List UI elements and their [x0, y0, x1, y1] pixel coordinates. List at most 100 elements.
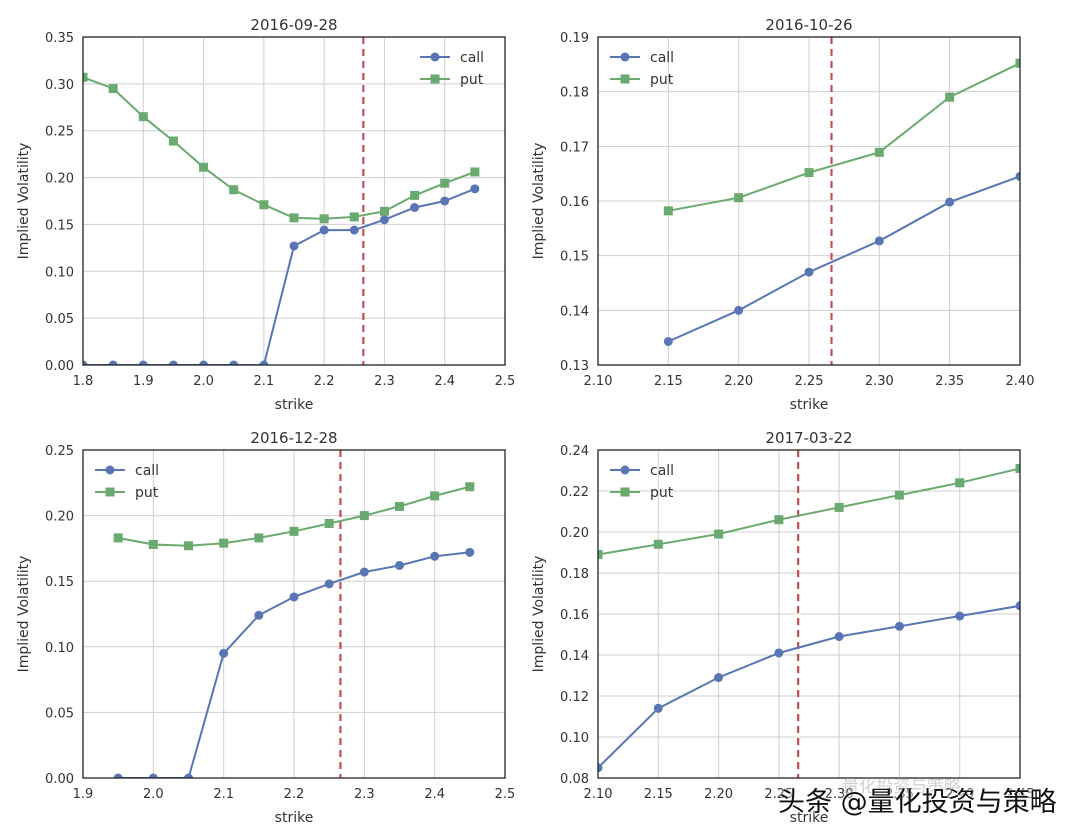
x-tick-label: 2.15 [644, 787, 673, 802]
legend-marker [620, 74, 630, 84]
x-tick-label: 2.2 [314, 374, 335, 389]
data-point-put [653, 539, 663, 549]
series-line-put [598, 467, 1020, 556]
y-tick-label: 0.14 [560, 304, 589, 319]
data-point-put [774, 515, 784, 525]
legend: call put [610, 463, 674, 501]
y-tick-label: 0.20 [45, 510, 74, 525]
data-point-put [138, 112, 148, 122]
data-point-put [894, 490, 904, 500]
chart-title: 2016-12-28 [250, 429, 337, 447]
data-point-put [874, 147, 884, 157]
plot-frame [597, 449, 1021, 779]
x-tick-label: 2.25 [764, 787, 793, 802]
chart-2: 2.10 2.15 2.20 2.25 2.30 2.35 2.40 0.13 0.14 0.15… [531, 16, 1034, 413]
y-tick-label: 0.35 [45, 31, 74, 46]
data-point-put [955, 478, 965, 488]
data-point-put [410, 190, 420, 200]
data-point-call [714, 673, 724, 683]
data-point-call [1015, 171, 1020, 181]
x-tick-label: 2.10 [584, 787, 613, 802]
legend: call put [610, 50, 674, 88]
x-tick-label: 1.9 [73, 787, 94, 802]
x-tick-label: 2.35 [935, 374, 964, 389]
data-point-put [734, 193, 744, 203]
x-tick-label: 2.4 [424, 787, 445, 802]
data-point-put [108, 84, 118, 94]
series-call [663, 171, 1020, 346]
y-tick-label: 0.15 [560, 250, 589, 265]
data-point-call [955, 611, 965, 621]
data-point-put [598, 550, 603, 560]
watermark-faint: 量化投资与策略 [842, 777, 961, 797]
legend-label: put [460, 72, 484, 88]
legend-marker [620, 487, 630, 497]
x-tick-label: 2.3 [354, 787, 375, 802]
y-tick-label: 0.18 [560, 86, 589, 101]
data-point-call [113, 773, 123, 778]
data-point-call [1015, 601, 1020, 611]
data-point-call [774, 648, 784, 658]
data-point-put [184, 541, 193, 551]
data-point-call [465, 547, 475, 557]
y-tick-label: 0.13 [560, 359, 589, 374]
data-point-put [945, 92, 955, 102]
x-axis-label: strike [275, 397, 314, 413]
data-point-call [349, 225, 359, 235]
data-point-call [184, 773, 193, 778]
data-point-put [229, 185, 239, 195]
data-point-put [379, 206, 389, 216]
series-call [83, 184, 480, 365]
chart-1: 1.8 1.9 2.0 2.1 2.2 2.3 2.4 2.5 0.00 0.05 0.10 0.15… [16, 16, 515, 413]
data-point-call [148, 773, 158, 778]
data-point-put [359, 511, 369, 521]
data-point-put [714, 529, 724, 539]
x-tick-label: 2.45 [1006, 787, 1035, 802]
data-point-call [894, 621, 904, 631]
series-line-call [667, 175, 1020, 343]
data-point-call [379, 215, 389, 225]
y-tick-label: 0.00 [45, 359, 74, 374]
y-tick-label: 0.18 [560, 567, 589, 582]
data-point-call [319, 225, 329, 235]
data-point-put [254, 533, 264, 543]
data-point-put [440, 178, 450, 188]
data-point-put [804, 168, 814, 178]
x-axis-label: strike [790, 397, 829, 413]
data-point-put [289, 526, 299, 536]
y-tick-label: 0.05 [45, 312, 74, 327]
x-axis-label: strike [790, 810, 829, 826]
data-point-call [199, 360, 209, 365]
legend-label: put [650, 72, 674, 88]
data-point-call [289, 592, 299, 602]
chart-4: 2.10 2.15 2.20 2.25 2.30 2.35 2.40 2.45 0.08 0.10… [531, 429, 1034, 826]
data-point-put [465, 482, 475, 492]
x-axis-label: strike [275, 810, 314, 826]
series-line-put [668, 62, 1020, 212]
legend-label: put [650, 485, 674, 501]
x-tick-label: 2.20 [724, 374, 753, 389]
y-tick-label: 0.14 [560, 649, 589, 664]
y-axis-label: Implied Volatility [531, 556, 547, 673]
x-tick-label: 2.0 [143, 787, 164, 802]
data-point-put [219, 538, 229, 548]
x-tick-label: 2.1 [254, 374, 275, 389]
legend-marker [620, 465, 630, 475]
data-point-call [734, 305, 744, 315]
y-axis-label: Implied Volatility [16, 556, 32, 673]
data-point-put [83, 72, 88, 82]
y-axis-label: Implied Volatility [531, 143, 547, 260]
data-point-call [874, 236, 884, 246]
y-tick-label: 0.00 [45, 772, 74, 787]
y-tick-label: 0.22 [560, 485, 589, 500]
x-tick-label: 2.30 [865, 374, 894, 389]
data-point-put [168, 136, 178, 146]
data-point-put [349, 212, 359, 222]
x-tick-label: 2.15 [654, 374, 683, 389]
data-point-put [395, 501, 404, 511]
x-tick-label: 2.40 [1006, 374, 1035, 389]
y-axis-label: Implied Volatility [16, 143, 32, 260]
data-point-call [289, 241, 299, 251]
chart-title: 2016-10-26 [765, 16, 852, 34]
